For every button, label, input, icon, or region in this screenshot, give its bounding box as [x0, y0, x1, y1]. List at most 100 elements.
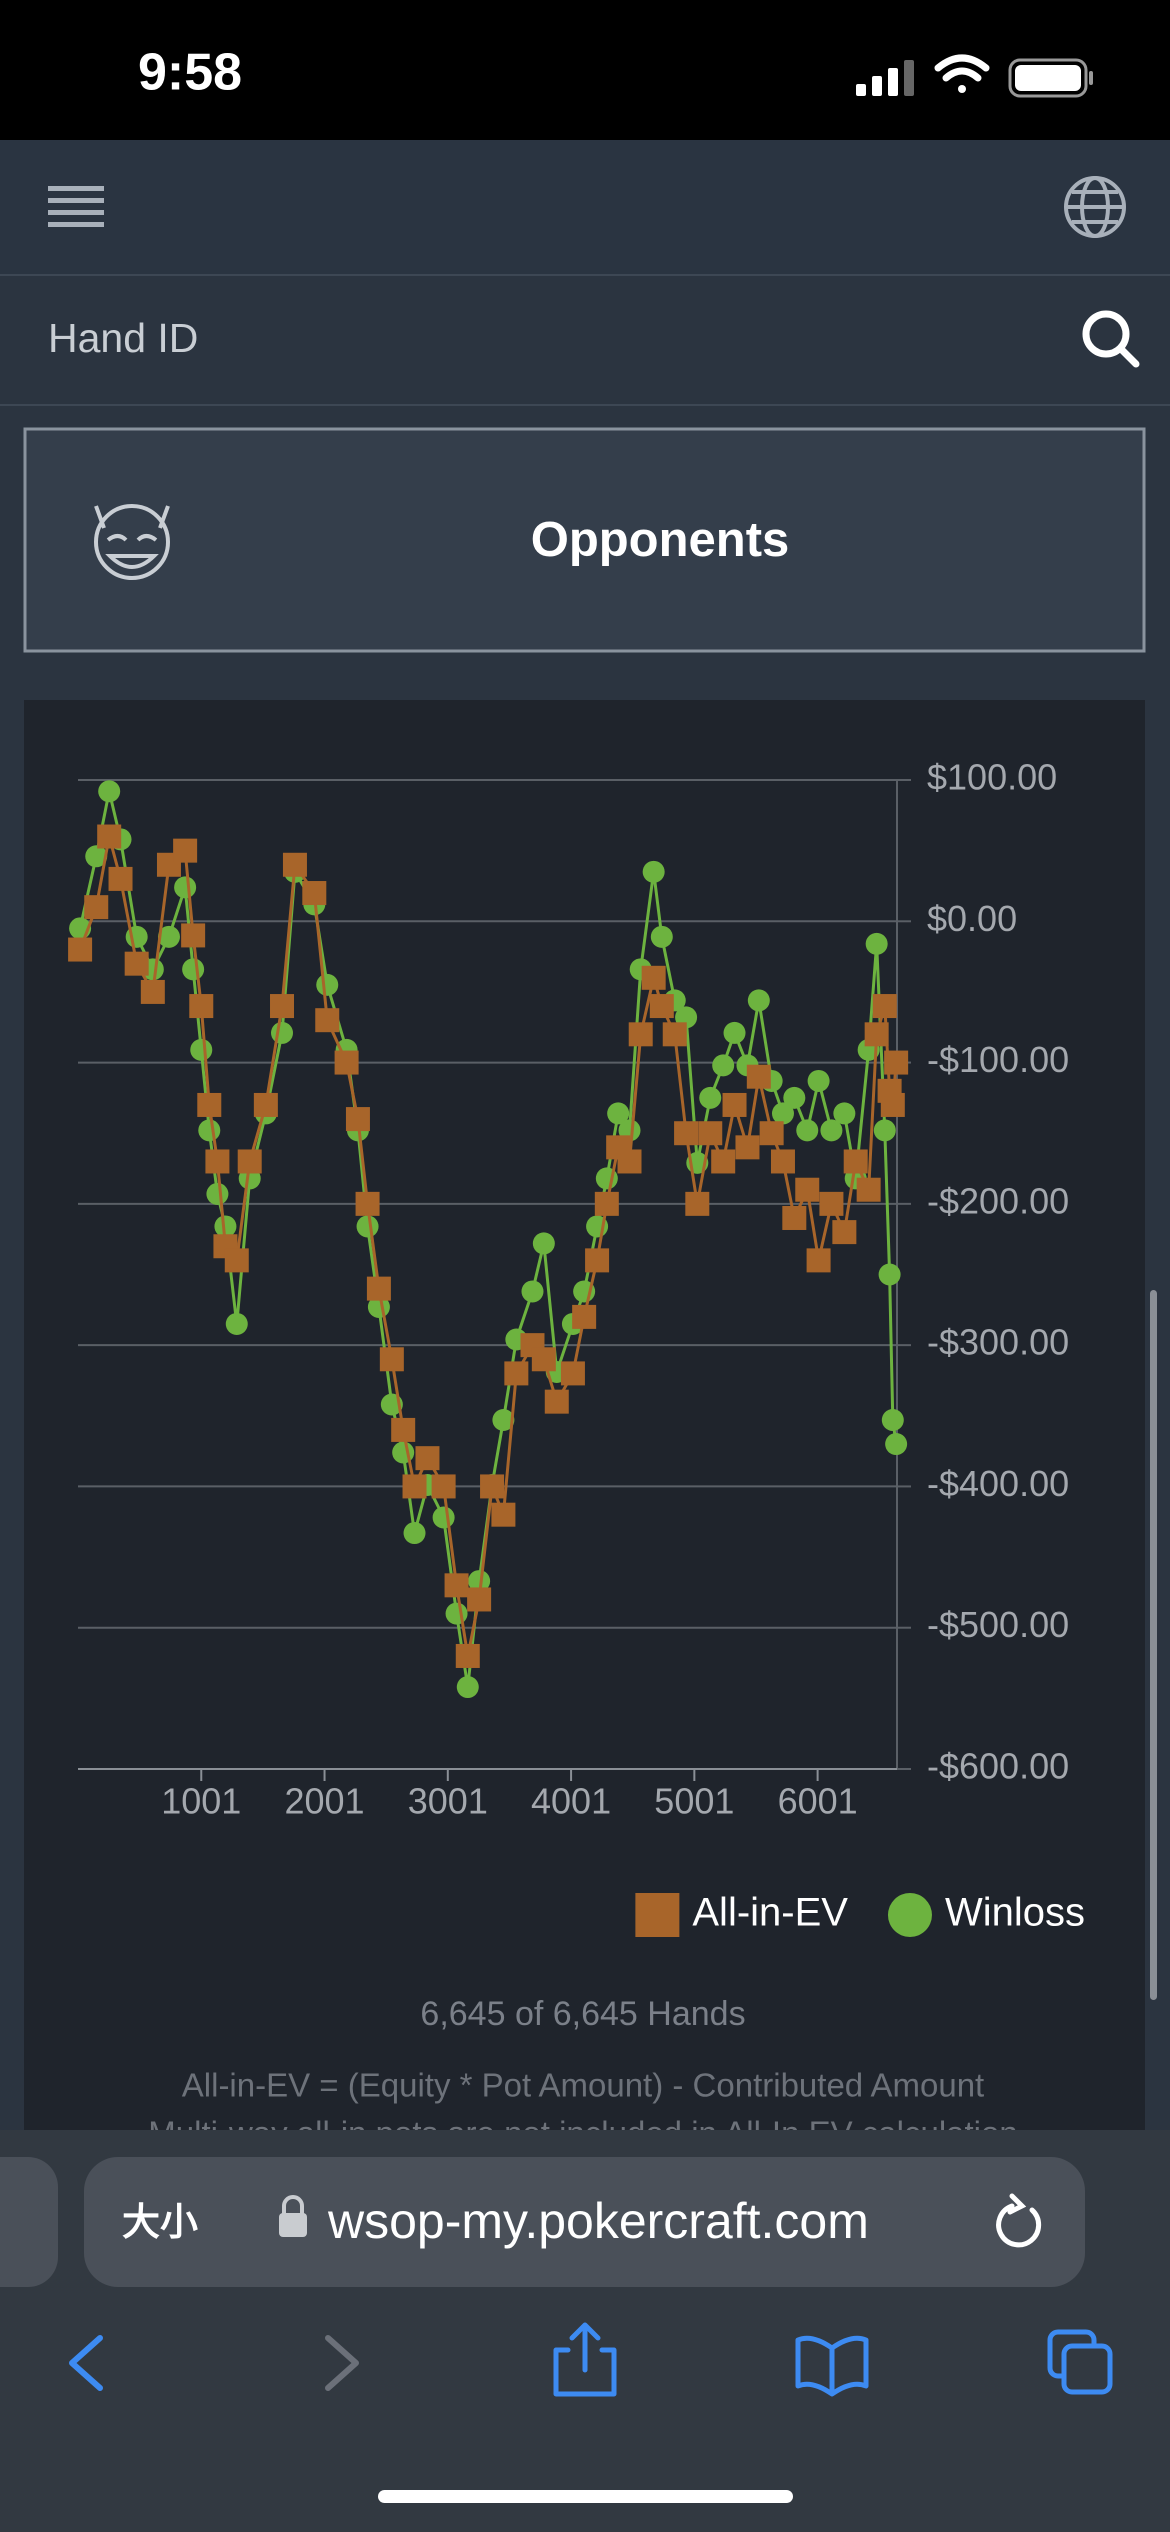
- marker-circle: [873, 1119, 896, 1142]
- legend: Winloss All-in-EV: [635, 1891, 1085, 1937]
- marker-circle: [650, 925, 673, 948]
- text-size-button[interactable]: 大小: [122, 2202, 198, 2244]
- marker-square: [237, 1149, 262, 1174]
- reload-button[interactable]: [996, 2193, 1042, 2248]
- marker-square: [560, 1361, 585, 1386]
- marker-circle: [190, 1038, 213, 1061]
- y-tick-label: $100.00: [927, 757, 1057, 798]
- marker-square: [345, 1107, 370, 1132]
- marker-circle: [174, 876, 197, 899]
- opponents-label: Opponents: [531, 513, 790, 567]
- marker-circle: [198, 1119, 221, 1142]
- marker-circle: [432, 1506, 455, 1529]
- marker-square: [617, 1149, 642, 1174]
- marker-square: [181, 923, 206, 948]
- marker-square: [572, 1304, 597, 1329]
- address-bar[interactable]: [84, 2157, 1085, 2287]
- marker-square: [770, 1149, 795, 1174]
- marker-circle: [206, 1182, 229, 1205]
- marker-circle: [865, 932, 888, 955]
- marker-square: [864, 1022, 889, 1047]
- marker-square: [455, 1643, 480, 1668]
- marker-square: [759, 1121, 784, 1146]
- marker-square: [594, 1191, 619, 1216]
- back-button[interactable]: [69, 2335, 103, 2391]
- marker-square: [806, 1248, 831, 1273]
- hand-count: 6,645 of 6,645 Hands: [420, 1995, 745, 2033]
- marker-square: [635, 1893, 680, 1937]
- marker-square: [662, 1022, 687, 1047]
- marker-square: [722, 1092, 747, 1117]
- marker-square: [366, 1276, 391, 1301]
- marker-circle: [642, 860, 665, 883]
- opponents-button[interactable]: [23, 427, 1146, 653]
- y-tick-label: -$300.00: [927, 1322, 1069, 1363]
- marker-square: [431, 1474, 456, 1499]
- marker-square: [872, 994, 897, 1019]
- x-tick-label: 1001: [161, 1781, 241, 1822]
- marker-square: [531, 1347, 556, 1372]
- marker-circle: [85, 845, 108, 868]
- marker-circle: [532, 1232, 555, 1255]
- marker-square: [302, 881, 327, 906]
- search-button[interactable]: [1082, 310, 1140, 368]
- x-tick-label: 2001: [284, 1781, 364, 1822]
- marker-circle: [885, 1433, 908, 1456]
- marker-square: [880, 1092, 905, 1117]
- marker-square: [108, 866, 133, 891]
- marker-square: [270, 994, 295, 1019]
- lock-icon: [279, 2195, 307, 2237]
- marker-square: [355, 1191, 380, 1216]
- legend-label: All-in-EV: [692, 1891, 848, 1935]
- marker-circle: [747, 989, 770, 1012]
- marker-square: [224, 1248, 249, 1273]
- marker-circle: [456, 1676, 479, 1699]
- legend-label: Winloss: [945, 1891, 1085, 1935]
- marker-square: [544, 1389, 569, 1414]
- header: [0, 140, 1170, 275]
- marker-square: [735, 1135, 760, 1160]
- marker-circle: [182, 958, 205, 981]
- marker-square: [97, 824, 122, 849]
- marker-square: [746, 1064, 771, 1089]
- marker-square: [391, 1417, 416, 1442]
- marker-circle: [521, 1280, 544, 1303]
- marker-square: [444, 1573, 469, 1598]
- marker-square: [819, 1191, 844, 1216]
- plot: $100.00 $0.00 -$100.00 -$200.00 -$300.00 -$40…: [68, 757, 1069, 1822]
- marker-circle: [807, 1069, 830, 1092]
- previous-tab[interactable]: [0, 2157, 58, 2287]
- home-indicator: [378, 2490, 793, 2503]
- tabs-button[interactable]: [1047, 2329, 1113, 2395]
- search-row[interactable]: [0, 276, 1170, 404]
- opponents-icon: [94, 504, 170, 580]
- forward-button[interactable]: [325, 2335, 359, 2391]
- marker-square: [649, 994, 674, 1019]
- y-tick-label: $0.00: [927, 898, 1017, 939]
- marker-square: [68, 937, 93, 962]
- marker-square: [711, 1149, 736, 1174]
- x-tick-label: 3001: [408, 1781, 488, 1822]
- share-button[interactable]: [553, 2322, 617, 2397]
- language-button[interactable]: [1064, 176, 1126, 238]
- marker-square: [189, 994, 214, 1019]
- marker-square: [782, 1205, 807, 1230]
- menu-button[interactable]: [48, 186, 104, 227]
- marker-square: [173, 838, 198, 863]
- marker-square: [315, 1008, 340, 1033]
- marker-square: [504, 1361, 529, 1386]
- signal-icon: [856, 60, 914, 96]
- y-tick-label: -$200.00: [927, 1180, 1069, 1221]
- marker-square: [795, 1177, 820, 1202]
- marker-square: [84, 895, 109, 920]
- marker-square: [843, 1149, 868, 1174]
- bookmarks-button[interactable]: [795, 2335, 869, 2397]
- url: wsop-my.pokercraft.com: [327, 2193, 869, 2249]
- marker-circle: [468, 1570, 491, 1593]
- marker-square: [480, 1474, 505, 1499]
- marker-square: [856, 1177, 881, 1202]
- divider: [0, 274, 1170, 276]
- marker-square: [884, 1050, 909, 1075]
- marker-circle: [833, 1102, 856, 1125]
- marker-square: [467, 1587, 492, 1612]
